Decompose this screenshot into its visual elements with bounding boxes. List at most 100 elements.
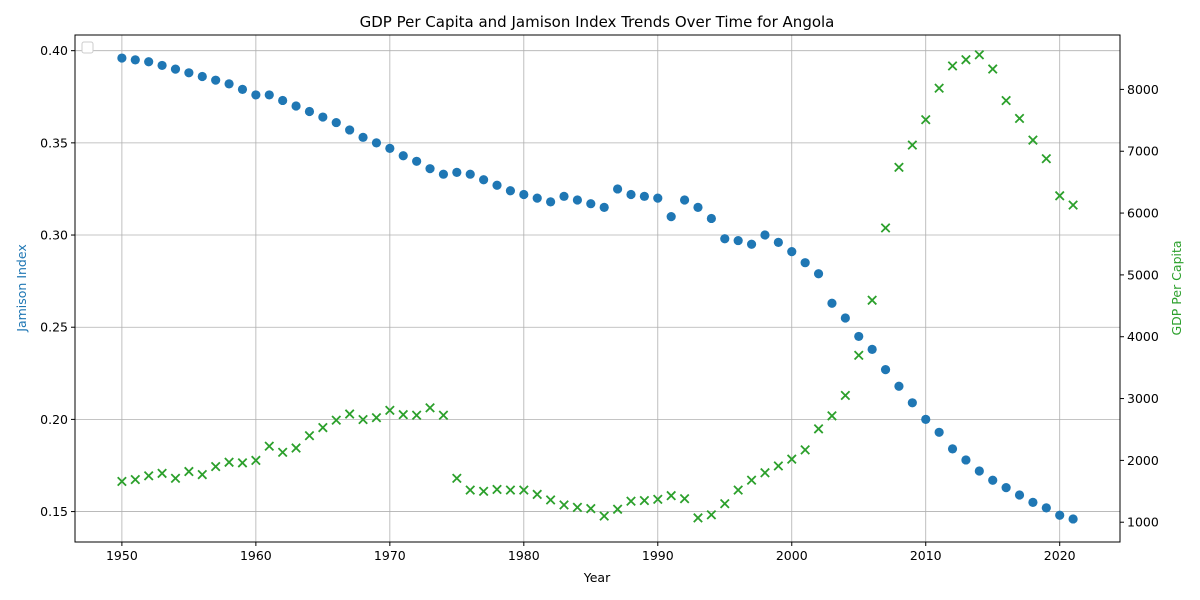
jamison-point	[921, 414, 931, 424]
left-y-tick-label: 0.25	[40, 320, 68, 335]
gdp-point	[224, 457, 234, 468]
gdp-point	[1014, 113, 1025, 124]
jamison-point	[666, 211, 676, 222]
gdp-point	[157, 468, 167, 479]
gdp-point	[1054, 190, 1065, 201]
jamison-point	[559, 191, 569, 201]
jamison-point	[934, 427, 944, 437]
x-tick-label: 1960	[240, 548, 272, 563]
gdp-point	[331, 415, 342, 426]
gdp-point	[438, 410, 449, 421]
legend-box	[81, 41, 94, 54]
jamison-point	[1001, 483, 1011, 493]
gdp-point	[117, 476, 127, 487]
jamison-point	[465, 169, 475, 179]
jamison-series	[117, 53, 1078, 524]
jamison-point	[371, 138, 382, 148]
jamison-point	[880, 365, 891, 375]
gdp-point	[478, 486, 489, 497]
gdp-point	[291, 443, 301, 453]
jamison-point	[733, 235, 743, 246]
right-y-tick-label: 4000	[1127, 329, 1159, 344]
jamison-point	[505, 186, 516, 196]
jamison-point	[827, 298, 837, 308]
right-y-tick-label: 7000	[1127, 144, 1159, 159]
jamison-point	[479, 175, 489, 185]
right-y-axis: 1000 2000 3000 4000 5000 6000 7000 8000	[1120, 82, 1159, 530]
gdp-point	[827, 411, 837, 421]
gdp-point	[840, 390, 851, 401]
jamison-point	[1055, 510, 1065, 520]
jamison-point	[1041, 503, 1051, 513]
left-y-tick-label: 0.20	[40, 412, 68, 427]
jamison-point	[278, 95, 288, 106]
left-y-tick-label: 0.15	[40, 504, 68, 519]
jamison-point	[398, 151, 408, 161]
gdp-point	[318, 422, 328, 433]
jamison-point	[867, 344, 877, 354]
gdp-point	[760, 467, 770, 478]
gdp-point	[398, 409, 409, 420]
gdp-point	[934, 83, 944, 94]
x-tick-label: 2010	[910, 548, 942, 563]
gdp-point	[961, 54, 971, 65]
jamison-point	[840, 313, 850, 323]
gdp-point	[197, 469, 208, 480]
gdp-point	[1068, 200, 1078, 210]
x-tick-label: 1970	[374, 548, 406, 563]
jamison-point	[947, 444, 958, 454]
jamison-point	[532, 193, 542, 203]
gdp-point	[277, 447, 288, 458]
jamison-point	[546, 197, 556, 207]
gdp-point	[746, 475, 757, 486]
jamison-point	[425, 164, 435, 174]
gdp-point	[184, 466, 194, 477]
jamison-point	[224, 79, 234, 89]
plot-frame	[74, 34, 1121, 543]
gdp-point	[813, 424, 824, 434]
jamison-point	[304, 106, 315, 117]
jamison-point	[773, 237, 783, 248]
right-y-tick-label: 1000	[1127, 515, 1159, 530]
gdp-point	[451, 473, 462, 484]
jamison-point	[358, 132, 368, 142]
gdp-point	[947, 61, 958, 71]
gdp-point	[907, 140, 918, 150]
gdp-point	[706, 509, 717, 520]
gdp-point	[987, 64, 998, 74]
jamison-point	[787, 247, 797, 257]
gdp-point	[867, 295, 877, 306]
gdp-point	[1001, 95, 1011, 106]
jamison-point	[800, 258, 810, 268]
left-y-tick-label: 0.40	[40, 43, 68, 58]
gdp-point	[679, 493, 690, 504]
jamison-point	[907, 398, 917, 408]
gdp-point	[358, 414, 368, 425]
left-y-axis-title: Jamison Index	[14, 244, 29, 332]
gdp-point	[585, 503, 596, 514]
left-y-axis: 0.15 0.20 0.25 0.30 0.35 0.40	[40, 43, 75, 519]
gdp-point	[599, 511, 610, 521]
gdp-point	[143, 471, 154, 481]
gdp-point	[639, 495, 650, 506]
gdp-point	[974, 49, 985, 60]
gdp-point	[251, 455, 261, 466]
jamison-point	[854, 331, 864, 342]
jamison-point	[746, 239, 757, 249]
jamison-point	[184, 68, 194, 78]
jamison-point	[894, 381, 904, 391]
gdp-point	[385, 405, 395, 416]
jamison-point	[1028, 497, 1038, 507]
gdp-point	[1041, 153, 1052, 164]
jamison-point	[251, 90, 261, 100]
right-y-tick-label: 8000	[1127, 82, 1159, 97]
jamison-point	[720, 234, 730, 244]
gdp-point	[853, 350, 864, 361]
jamison-point	[452, 167, 462, 177]
jamison-point	[760, 230, 770, 240]
gdp-point	[666, 490, 677, 501]
jamison-point	[237, 84, 248, 94]
jamison-point	[492, 180, 502, 190]
